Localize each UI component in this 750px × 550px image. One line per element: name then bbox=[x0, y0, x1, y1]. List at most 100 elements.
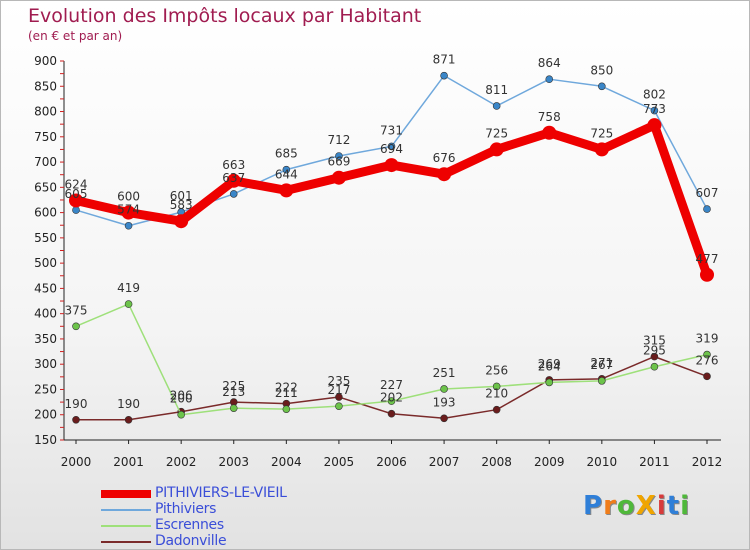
data-label-dadonville: 225 bbox=[222, 379, 245, 393]
data-point-escrennes bbox=[545, 378, 554, 387]
data-label-dadonville: 269 bbox=[538, 357, 561, 371]
data-label-pithiviers-le-vieil: 477 bbox=[696, 252, 719, 266]
data-label-pithiviers-le-vieil: 583 bbox=[170, 198, 193, 212]
data-label-escrennes: 256 bbox=[485, 363, 508, 377]
data-label-dadonville: 206 bbox=[170, 389, 193, 403]
data-point-pithiviers bbox=[492, 102, 501, 110]
data-point-pithiviers-le-vieil bbox=[437, 167, 452, 182]
data-label-pithiviers: 712 bbox=[327, 133, 350, 147]
legend-label: Escrennes bbox=[155, 517, 224, 533]
data-point-pithiviers-le-vieil bbox=[279, 183, 294, 198]
legend-label: Dadonville bbox=[155, 533, 227, 549]
data-label-pithiviers-le-vieil: 600 bbox=[117, 190, 140, 204]
data-label-dadonville: 202 bbox=[380, 391, 403, 405]
legend-label: PITHIVIERS-LE-VIEIL bbox=[155, 485, 287, 501]
chart-subtitle: (en € et par an) bbox=[28, 29, 123, 43]
data-point-pithiviers bbox=[282, 165, 291, 174]
data-label-pithiviers-le-vieil: 676 bbox=[433, 151, 456, 165]
data-point-pithiviers bbox=[440, 71, 448, 80]
data-label-pithiviers: 802 bbox=[643, 88, 666, 102]
data-point-pithiviers bbox=[124, 221, 133, 230]
y-tick-label: 800 bbox=[34, 105, 57, 119]
data-point-pithiviers bbox=[598, 82, 606, 91]
data-point-escrennes bbox=[229, 404, 238, 412]
logo-letter: P bbox=[583, 491, 604, 521]
data-point-pithiviers-le-vieil bbox=[384, 158, 399, 173]
data-point-escrennes bbox=[72, 322, 80, 331]
data-label-pithiviers: 864 bbox=[538, 56, 561, 70]
x-tick-label: 2012 bbox=[692, 455, 723, 469]
data-point-escrennes bbox=[177, 410, 185, 419]
data-label-pithiviers-le-vieil: 773 bbox=[643, 102, 666, 116]
data-point-escrennes bbox=[598, 377, 606, 385]
data-point-pithiviers-le-vieil bbox=[174, 214, 189, 229]
data-label-escrennes: 419 bbox=[117, 281, 140, 295]
data-label-pithiviers: 607 bbox=[696, 186, 719, 200]
data-label-pithiviers-le-vieil: 669 bbox=[327, 155, 350, 169]
data-label-pithiviers-le-vieil: 663 bbox=[222, 158, 245, 172]
y-tick-label: 250 bbox=[34, 382, 57, 396]
y-tick-label: 900 bbox=[34, 54, 57, 68]
data-label-dadonville: 210 bbox=[485, 387, 508, 401]
data-label-dadonville: 190 bbox=[117, 397, 140, 411]
data-point-dadonville bbox=[703, 372, 711, 381]
data-label-pithiviers-le-vieil: 624 bbox=[65, 177, 88, 191]
data-label-pithiviers-le-vieil: 725 bbox=[590, 126, 613, 140]
data-label-dadonville: 315 bbox=[643, 334, 666, 348]
data-point-escrennes bbox=[387, 397, 396, 405]
legend-swatch bbox=[101, 525, 151, 527]
data-point-escrennes bbox=[492, 382, 501, 391]
data-label-pithiviers: 685 bbox=[275, 147, 298, 161]
data-label-pithiviers: 574 bbox=[117, 203, 140, 217]
data-point-dadonville bbox=[387, 409, 396, 418]
y-tick-label: 150 bbox=[34, 433, 57, 447]
data-label-pithiviers: 731 bbox=[380, 123, 403, 137]
data-label-pithiviers: 637 bbox=[222, 171, 245, 185]
y-tick-label: 500 bbox=[34, 256, 57, 270]
x-tick-label: 2001 bbox=[113, 455, 144, 469]
legend-swatch bbox=[101, 541, 151, 543]
data-label-escrennes: 213 bbox=[222, 385, 245, 399]
data-point-pithiviers bbox=[229, 190, 238, 198]
y-tick-label: 550 bbox=[34, 231, 57, 245]
x-tick-label: 2007 bbox=[429, 455, 460, 469]
data-point-pithiviers bbox=[650, 106, 659, 115]
y-tick-label: 350 bbox=[34, 332, 57, 346]
chart-title: Evolution des Impôts locaux par Habitant bbox=[28, 5, 422, 27]
logo-letter: t bbox=[666, 491, 681, 521]
y-tick-label: 200 bbox=[34, 408, 57, 422]
data-point-pithiviers bbox=[545, 75, 554, 83]
data-point-escrennes bbox=[124, 300, 133, 308]
data-point-pithiviers-le-vieil bbox=[489, 142, 504, 157]
x-tick-label: 2011 bbox=[639, 455, 670, 469]
data-point-dadonville bbox=[335, 393, 343, 401]
y-tick-label: 700 bbox=[34, 155, 57, 169]
x-tick-label: 2003 bbox=[218, 455, 249, 469]
data-label-escrennes: 217 bbox=[327, 383, 350, 397]
x-tick-label: 2009 bbox=[534, 455, 565, 469]
data-label-escrennes: 251 bbox=[433, 366, 456, 380]
data-point-pithiviers-le-vieil bbox=[594, 142, 609, 157]
x-tick-label: 2000 bbox=[61, 455, 92, 469]
y-tick-label: 850 bbox=[34, 79, 57, 93]
data-point-pithiviers-le-vieil bbox=[542, 125, 557, 140]
x-tick-label: 2005 bbox=[324, 455, 355, 469]
y-tick-label: 600 bbox=[34, 206, 57, 220]
data-point-dadonville bbox=[440, 414, 448, 423]
data-point-escrennes bbox=[703, 350, 711, 359]
data-label-pithiviers: 605 bbox=[65, 187, 88, 201]
logo-letter: o bbox=[616, 491, 636, 521]
data-point-dadonville bbox=[124, 415, 133, 424]
x-tick-label: 2010 bbox=[587, 455, 618, 469]
data-label-pithiviers: 811 bbox=[485, 83, 508, 97]
data-label-pithiviers-le-vieil: 644 bbox=[275, 167, 298, 181]
data-point-escrennes bbox=[335, 402, 343, 410]
data-label-dadonville: 222 bbox=[275, 381, 298, 395]
proxiti-logo: ProXiti bbox=[583, 491, 690, 521]
data-label-pithiviers: 871 bbox=[433, 53, 456, 67]
x-tick-label: 2006 bbox=[376, 455, 407, 469]
legend-label: Pithiviers bbox=[155, 501, 217, 517]
data-label-dadonville: 276 bbox=[696, 353, 719, 367]
